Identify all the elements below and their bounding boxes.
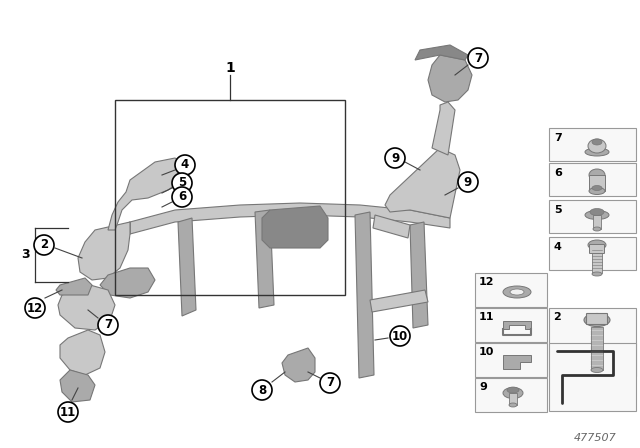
- FancyBboxPatch shape: [586, 314, 607, 324]
- Text: 7: 7: [474, 52, 482, 65]
- Polygon shape: [58, 285, 115, 330]
- Text: 9: 9: [391, 151, 399, 164]
- FancyBboxPatch shape: [589, 245, 605, 254]
- Polygon shape: [282, 348, 315, 382]
- Text: 9: 9: [479, 382, 487, 392]
- Text: 1: 1: [225, 61, 235, 75]
- Polygon shape: [115, 222, 130, 244]
- Ellipse shape: [585, 211, 609, 220]
- Circle shape: [98, 315, 118, 335]
- Polygon shape: [60, 370, 95, 402]
- Polygon shape: [78, 222, 130, 280]
- Polygon shape: [100, 268, 155, 298]
- Ellipse shape: [584, 314, 610, 327]
- Circle shape: [468, 48, 488, 68]
- Polygon shape: [178, 218, 196, 316]
- Ellipse shape: [503, 388, 523, 399]
- Polygon shape: [130, 203, 450, 234]
- Bar: [549, 200, 636, 233]
- Circle shape: [58, 402, 78, 422]
- Text: 6: 6: [178, 190, 186, 203]
- Text: 4: 4: [181, 159, 189, 172]
- Text: 11: 11: [60, 405, 76, 418]
- Circle shape: [175, 155, 195, 175]
- Polygon shape: [415, 45, 468, 60]
- Ellipse shape: [507, 387, 519, 393]
- Text: 4: 4: [554, 242, 562, 252]
- Text: 2: 2: [553, 312, 561, 322]
- Polygon shape: [56, 278, 92, 295]
- Polygon shape: [503, 355, 531, 369]
- Ellipse shape: [589, 188, 605, 194]
- Text: 6: 6: [554, 168, 562, 178]
- Bar: [589, 175, 605, 191]
- Ellipse shape: [585, 148, 609, 156]
- Polygon shape: [410, 222, 428, 328]
- Bar: [591, 327, 603, 370]
- Ellipse shape: [593, 227, 601, 231]
- Bar: [592, 253, 602, 273]
- Polygon shape: [108, 158, 185, 230]
- Circle shape: [25, 298, 45, 318]
- Ellipse shape: [589, 169, 605, 181]
- Ellipse shape: [510, 289, 524, 295]
- Ellipse shape: [592, 139, 602, 145]
- Text: 10: 10: [479, 347, 494, 357]
- Text: 10: 10: [392, 329, 408, 343]
- Ellipse shape: [588, 240, 606, 250]
- Polygon shape: [355, 212, 374, 378]
- Bar: [509, 393, 517, 405]
- Polygon shape: [373, 215, 410, 238]
- Bar: [475, 273, 547, 307]
- Bar: [475, 343, 547, 377]
- Ellipse shape: [592, 185, 602, 190]
- Polygon shape: [428, 55, 472, 102]
- Text: 7: 7: [326, 376, 334, 389]
- Polygon shape: [262, 206, 328, 248]
- Bar: [549, 237, 636, 270]
- Circle shape: [320, 373, 340, 393]
- Bar: [549, 128, 636, 161]
- Circle shape: [385, 148, 405, 168]
- Bar: [115, 100, 345, 295]
- Circle shape: [172, 173, 192, 193]
- Bar: [475, 308, 547, 342]
- Polygon shape: [255, 210, 274, 308]
- Circle shape: [390, 326, 410, 346]
- Text: 5: 5: [178, 177, 186, 190]
- Polygon shape: [503, 321, 531, 329]
- Text: 12: 12: [27, 302, 43, 314]
- Text: 12: 12: [479, 277, 495, 287]
- Bar: [475, 378, 547, 412]
- Bar: [549, 163, 636, 196]
- Text: 3: 3: [20, 249, 29, 262]
- Ellipse shape: [592, 272, 602, 276]
- Polygon shape: [432, 102, 455, 155]
- Text: 11: 11: [479, 312, 495, 322]
- Polygon shape: [385, 148, 460, 218]
- Text: 8: 8: [258, 383, 266, 396]
- Ellipse shape: [591, 367, 603, 372]
- Text: 7: 7: [554, 133, 562, 143]
- Ellipse shape: [590, 208, 604, 215]
- Text: 9: 9: [464, 176, 472, 189]
- Bar: [593, 215, 601, 229]
- Bar: [549, 343, 636, 411]
- Ellipse shape: [503, 286, 531, 298]
- Text: 7: 7: [104, 319, 112, 332]
- Polygon shape: [370, 290, 428, 312]
- Polygon shape: [60, 330, 105, 375]
- Circle shape: [34, 235, 54, 255]
- Ellipse shape: [509, 403, 517, 407]
- Circle shape: [458, 172, 478, 192]
- Circle shape: [252, 380, 272, 400]
- Circle shape: [172, 187, 192, 207]
- Text: 2: 2: [40, 238, 48, 251]
- Text: 5: 5: [554, 205, 562, 215]
- Ellipse shape: [588, 139, 606, 153]
- Bar: [549, 308, 636, 376]
- Text: 477507: 477507: [573, 433, 616, 443]
